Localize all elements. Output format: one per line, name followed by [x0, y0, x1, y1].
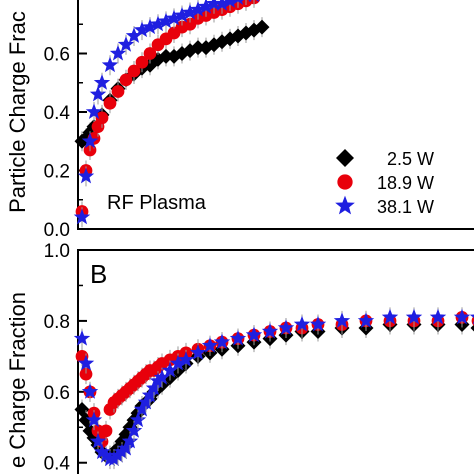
data-point — [111, 85, 125, 98]
panel-b-y-tick-label: 0.6 — [44, 383, 70, 404]
data-point — [181, 3, 199, 20]
data-point — [248, 0, 260, 2]
data-point — [117, 36, 135, 52]
data-point — [73, 208, 91, 225]
panel-b-y-axis-label: e Charge Fraction — [5, 292, 30, 468]
panel-b: 0.4 0.6 0.8 1.0 e Charge Fraction B — [5, 241, 474, 474]
legend-marker — [337, 174, 353, 190]
data-point — [93, 443, 111, 460]
data-point — [81, 132, 99, 149]
data-point — [197, 0, 215, 14]
data-point — [158, 48, 174, 64]
data-point — [161, 361, 179, 378]
data-point — [121, 432, 139, 449]
data-point — [85, 103, 103, 119]
data-point — [77, 167, 95, 184]
data-point — [149, 372, 167, 389]
data-point — [81, 383, 99, 399]
data-point — [101, 56, 119, 73]
data-point — [129, 411, 147, 428]
data-point — [103, 96, 117, 110]
data-point — [153, 369, 171, 385]
data-point — [89, 85, 107, 102]
data-point — [232, 0, 244, 5]
panel-b-letter: B — [90, 259, 107, 289]
data-point — [453, 308, 471, 325]
panel-a-y-tick-label: 0.6 — [44, 45, 70, 66]
panel-a-y-tick-label: 0.0 — [44, 220, 70, 241]
data-point — [405, 308, 423, 325]
data-point — [109, 44, 127, 61]
panel-a-annotation: RF Plasma — [107, 192, 207, 214]
data-point — [189, 1, 207, 17]
panel-b-plot-frame — [77, 249, 474, 474]
data-point — [109, 447, 127, 463]
data-point — [93, 74, 111, 90]
data-point — [95, 111, 109, 125]
data-point — [245, 326, 263, 343]
panel-a-y-axis-label: Particle Charge Frac — [5, 11, 30, 213]
data-point — [213, 333, 231, 350]
data-point — [125, 27, 143, 43]
data-point — [157, 12, 175, 29]
panel-b-y-tick-label: 1.0 — [44, 241, 70, 262]
data-point — [135, 55, 149, 69]
data-point — [213, 0, 231, 11]
legend-marker — [335, 195, 355, 215]
data-point — [469, 314, 474, 325]
data-point — [254, 19, 270, 35]
panel-b-y-tick-label: 0.8 — [44, 312, 70, 333]
data-point — [357, 312, 375, 328]
data-point — [177, 351, 195, 367]
legend-marker — [336, 149, 354, 167]
data-point — [99, 424, 113, 438]
data-point — [333, 312, 351, 328]
data-point — [89, 432, 107, 449]
panel-a-y-tick-label: 0.2 — [44, 162, 70, 183]
data-point — [73, 330, 91, 346]
panel-b-y-tick-label: 0.4 — [44, 454, 71, 474]
data-point — [105, 450, 123, 467]
data-point — [229, 330, 247, 346]
data-point — [190, 40, 206, 56]
data-point — [309, 315, 327, 332]
data-point — [224, 0, 236, 8]
panel-a-legend: 2.5 W 18.9 W 38.1 W — [335, 149, 434, 217]
data-point — [77, 354, 95, 371]
data-point — [113, 443, 131, 460]
data-point — [277, 319, 295, 335]
data-point — [85, 411, 103, 428]
data-point — [119, 73, 133, 87]
panel-a: 0.0 0.2 0.4 0.6 Particle Charge Frac RF Pla… — [5, 0, 474, 241]
data-point — [79, 367, 93, 381]
data-point — [189, 344, 207, 360]
data-point — [165, 9, 183, 26]
data-point — [238, 25, 254, 41]
data-point — [173, 6, 191, 23]
panel-b-series-38-1-w — [73, 307, 474, 470]
data-point — [125, 422, 143, 438]
data-point — [97, 447, 115, 463]
data-point — [127, 64, 141, 78]
panel-b-y-axis: 0.4 0.6 0.8 1.0 — [44, 241, 87, 474]
data-point — [141, 18, 159, 35]
data-point — [201, 337, 219, 353]
legend-label: 2.5 W — [387, 149, 434, 169]
data-point — [293, 315, 311, 332]
legend-label: 18.9 W — [377, 173, 434, 193]
data-point — [470, 324, 474, 332]
panel-a-y-tick-label: 0.4 — [44, 103, 71, 124]
data-point — [143, 47, 157, 60]
data-point — [169, 354, 187, 371]
data-point — [149, 15, 167, 32]
panel-a-series-38-1-w — [73, 0, 260, 228]
panel-b-data — [73, 307, 474, 470]
data-point — [381, 308, 399, 325]
data-point — [261, 322, 279, 339]
data-point — [133, 21, 151, 38]
data-point — [429, 308, 447, 325]
legend-label: 38.1 W — [377, 197, 434, 217]
panel-a-data — [73, 0, 270, 228]
